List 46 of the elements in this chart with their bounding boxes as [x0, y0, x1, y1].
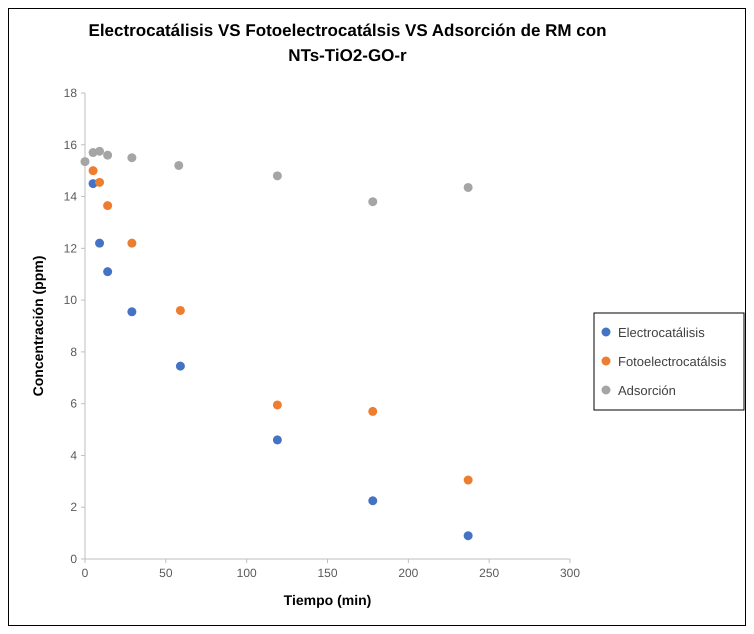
point: [127, 307, 136, 316]
legend-label: Adsorción: [618, 383, 676, 398]
point: [103, 150, 112, 160]
x-tick-label: 100: [236, 566, 257, 580]
point: [95, 238, 104, 248]
point: [368, 197, 378, 206]
y-tick-label: 2: [70, 500, 78, 514]
point: [103, 267, 112, 276]
y-tick-label: 0: [70, 552, 78, 566]
point: [127, 238, 136, 248]
legend-label: Electrocatálisis: [618, 325, 706, 340]
y-tick-label: 14: [64, 190, 78, 204]
x-tick-label: 300: [560, 566, 580, 580]
point: [80, 157, 90, 166]
point: [95, 146, 104, 156]
point: [272, 435, 282, 444]
point: [368, 406, 378, 416]
x-tick-label: 200: [398, 566, 419, 580]
point: [272, 400, 282, 410]
point: [176, 306, 185, 315]
point: [88, 166, 98, 176]
y-tick-label: 6: [70, 396, 78, 411]
point: [127, 153, 136, 162]
chart-title: Electrocatálisis VS Fotoelectrocatálsis VS Adsorción de RM con NTs-TiO2-GO-r: [88, 21, 607, 65]
x-tick-label: 0: [82, 566, 89, 580]
point: [368, 496, 378, 506]
y-tick-label: 12: [64, 241, 78, 256]
y-tick-label: 4: [70, 448, 78, 462]
point: [464, 476, 473, 485]
legend-label: Fotoelectrocatálsis: [618, 354, 727, 369]
point: [176, 362, 185, 371]
y-tick-label: 16: [64, 138, 78, 152]
point: [464, 182, 473, 192]
y-tick-label: 18: [64, 86, 78, 100]
x-tick-label: 150: [317, 566, 338, 580]
y-axis-title: Concentración (ppm): [30, 256, 46, 396]
point: [272, 171, 282, 180]
x-axis-title: Tiempo (min): [284, 592, 372, 608]
point: [174, 160, 184, 170]
x-tick-label: 250: [479, 566, 500, 580]
point: [464, 531, 473, 540]
y-tick-label: 10: [64, 293, 78, 308]
point: [95, 178, 104, 187]
y-tick-label: 8: [70, 344, 78, 359]
x-tick-label: 50: [159, 566, 173, 580]
point: [103, 201, 112, 210]
